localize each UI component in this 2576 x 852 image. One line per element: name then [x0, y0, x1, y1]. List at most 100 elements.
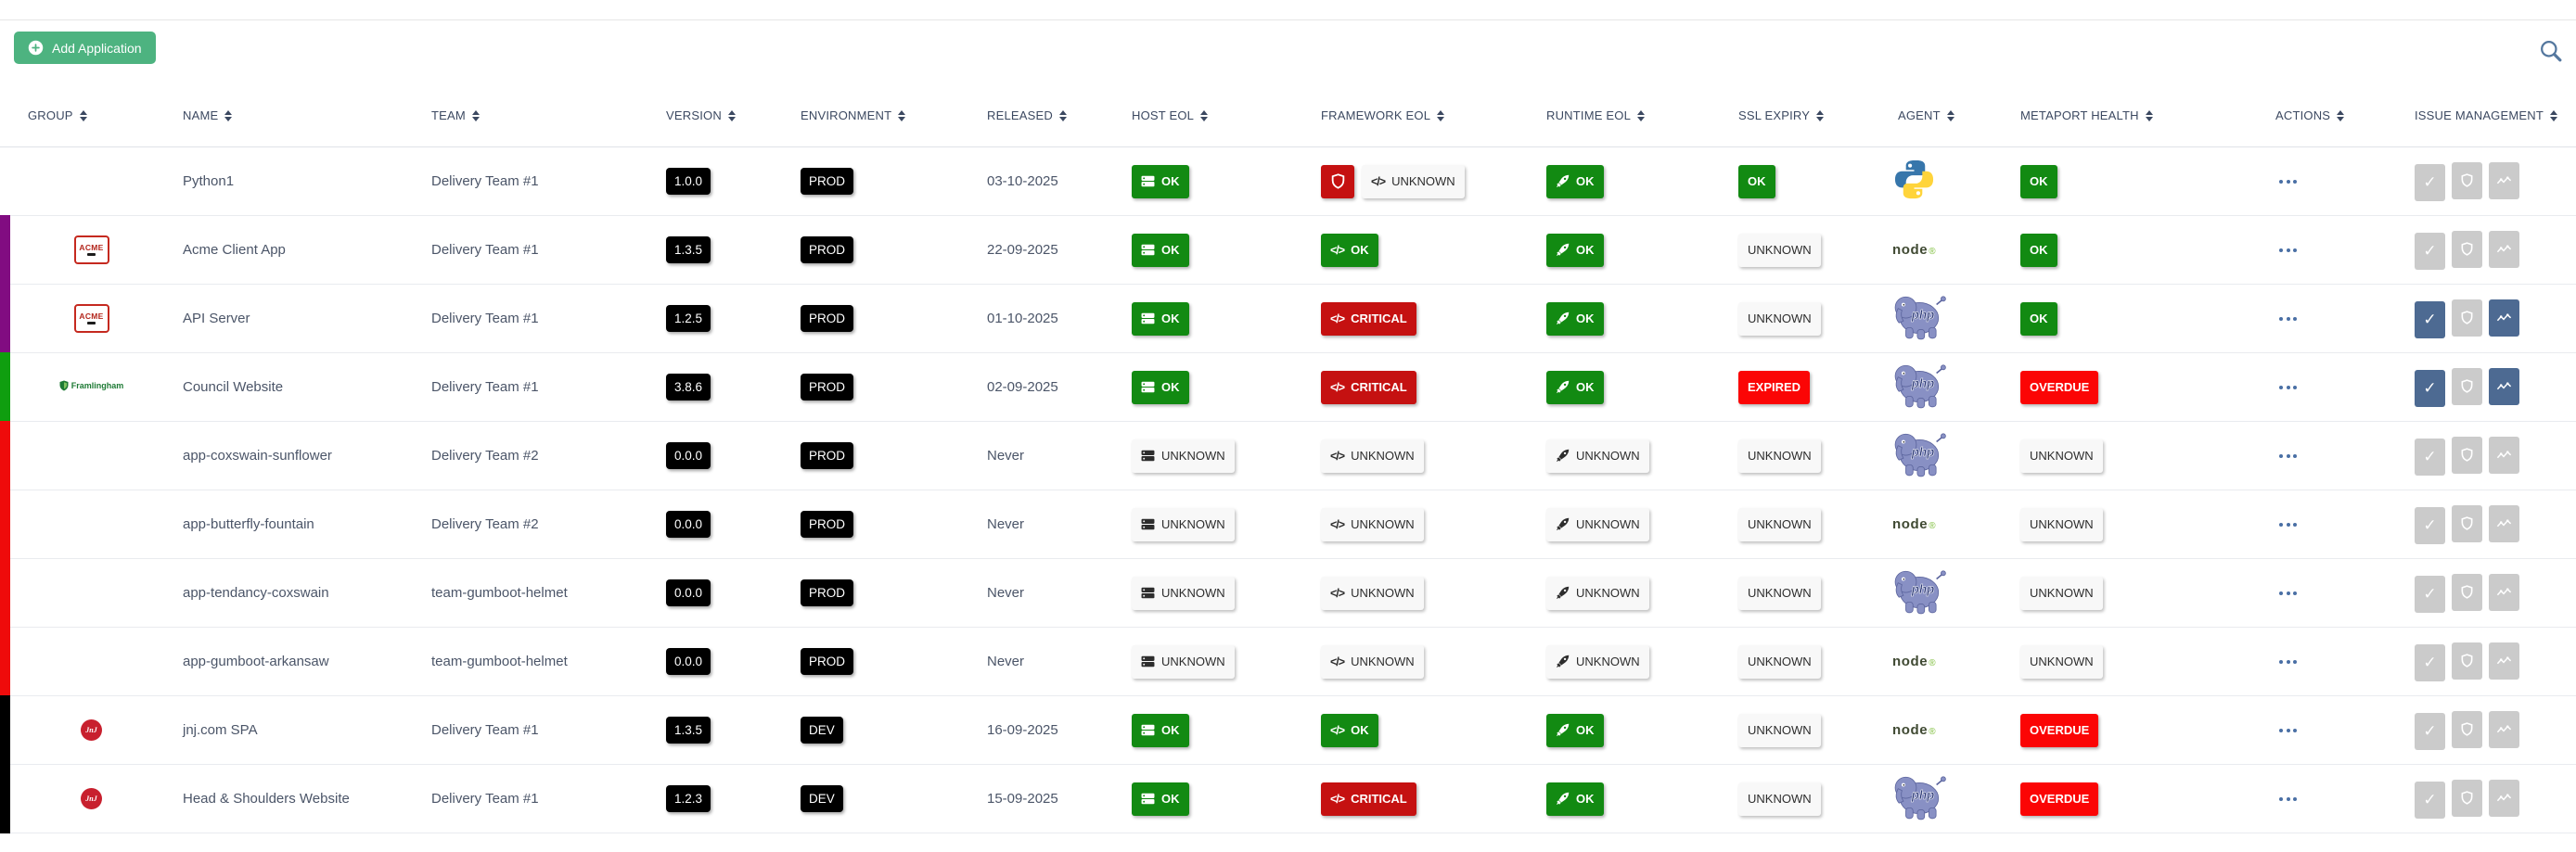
sort-icon: [79, 110, 87, 122]
version-badge: 1.3.5: [666, 717, 711, 744]
column-header-name[interactable]: NAME: [155, 83, 404, 147]
nodejs-logo-text: node: [1892, 242, 1929, 258]
resolve-check-button[interactable]: ✓: [2415, 300, 2445, 338]
svg-text:php: php: [1911, 308, 1935, 322]
check-icon: ✓: [2423, 585, 2437, 603]
row-actions-button[interactable]: [2275, 653, 2300, 671]
group-cell: ACME: [0, 284, 155, 353]
host-eol-label: UNKNOWN: [1161, 586, 1225, 600]
framework-eol-cell: </> CRITICAL: [1293, 284, 1519, 353]
metaport-health-cell: OK: [1993, 215, 2248, 285]
row-actions-button[interactable]: [2275, 515, 2300, 534]
framework-eol-label: CRITICAL: [1351, 792, 1407, 806]
nodejs-agent-icon: node®: [1892, 722, 1936, 738]
host-eol-label: OK: [1161, 380, 1180, 394]
metrics-graph-button[interactable]: [2489, 299, 2519, 337]
app-name: jnj.com SPA: [155, 695, 404, 765]
framework-eol-cell: </> UNKNOWN: [1293, 421, 1519, 490]
actions-cell: [2248, 215, 2387, 285]
acme-logo-text: ACME: [79, 312, 104, 322]
released-date: 15-09-2025: [959, 764, 1104, 833]
metaport-health-cell: OVERDUE: [1993, 695, 2248, 765]
trend-graph-icon: [2496, 722, 2512, 736]
code-brackets-icon: </>: [1330, 517, 1345, 531]
host-eol-cell: UNKNOWN: [1104, 490, 1293, 559]
row-actions-button[interactable]: [2275, 241, 2300, 260]
framework-eol-cell: </> OK: [1293, 215, 1519, 285]
environment-cell: PROD: [773, 421, 959, 490]
nodejs-logo-text: node: [1892, 722, 1929, 738]
search-icon[interactable]: [2536, 36, 2565, 68]
sort-icon: [2550, 110, 2557, 122]
resolve-check-button: ✓: [2415, 163, 2445, 201]
column-header-issue_management[interactable]: ISSUE MANAGEMENT: [2387, 83, 2576, 147]
group-cell: [0, 558, 155, 628]
metrics-graph-button: [2489, 504, 2519, 542]
framework-eol-cell: </> UNKNOWN: [1293, 490, 1519, 559]
column-header-team[interactable]: TEAM: [404, 83, 638, 147]
metaport-health-label: UNKNOWN: [2030, 449, 2094, 463]
framework-eol-label: UNKNOWN: [1351, 655, 1415, 668]
app-name: Acme Client App: [155, 215, 404, 285]
metaport-health-label: UNKNOWN: [2030, 586, 2094, 600]
framework-eol-badge: </> CRITICAL: [1321, 370, 1416, 404]
column-header-version[interactable]: VERSION: [638, 83, 773, 147]
table-header-row: GROUP NAME TEAM VERSION ENVIRONMENT RELEASED H…: [0, 83, 2576, 147]
released-date: 16-09-2025: [959, 695, 1104, 765]
sort-icon: [1816, 110, 1825, 122]
ssl-expiry-badge: EXPIRED: [1738, 370, 1811, 404]
framework-eol-badge: </> OK: [1321, 233, 1378, 267]
check-icon: ✓: [2423, 516, 2437, 534]
row-actions-button[interactable]: [2275, 790, 2300, 808]
agent-cell: php: [1870, 764, 1993, 833]
column-header-metaport_health[interactable]: METAPORT HEALTH: [1993, 83, 2248, 147]
resolve-check-button[interactable]: ✓: [2415, 369, 2445, 407]
released-date: Never: [959, 421, 1104, 490]
column-header-host_eol[interactable]: HOST EOL: [1104, 83, 1293, 147]
add-application-button[interactable]: Add Application: [14, 32, 156, 64]
row-actions-button[interactable]: [2275, 584, 2300, 603]
row-actions-button[interactable]: [2275, 310, 2300, 328]
shield-icon: [2459, 516, 2475, 530]
column-header-agent[interactable]: AGENT: [1870, 83, 1993, 147]
environment-badge: PROD: [801, 236, 854, 263]
column-header-environment[interactable]: ENVIRONMENT: [773, 83, 959, 147]
version-cell: 0.0.0: [638, 627, 773, 696]
environment-badge: PROD: [801, 579, 854, 606]
column-header-actions[interactable]: ACTIONS: [2248, 83, 2387, 147]
column-header-released[interactable]: RELEASED: [959, 83, 1104, 147]
host-eol-badge: OK: [1132, 370, 1189, 404]
metrics-graph-button: [2489, 710, 2519, 748]
row-actions-button[interactable]: [2275, 721, 2300, 740]
jnj-logo-icon: JnJ: [81, 719, 102, 741]
ssl-expiry-label: OK: [1748, 174, 1766, 188]
environment-cell: PROD: [773, 146, 959, 216]
team-name: Delivery Team #2: [404, 421, 638, 490]
issue-management-cell: ✓: [2387, 284, 2576, 353]
column-header-group[interactable]: GROUP: [0, 83, 155, 147]
column-header-framework_eol[interactable]: FRAMEWORK EOL: [1293, 83, 1519, 147]
metrics-graph-button: [2489, 573, 2519, 611]
group-cell: JnJ: [0, 695, 155, 765]
row-actions-button[interactable]: [2275, 172, 2300, 191]
column-header-runtime_eol[interactable]: RUNTIME EOL: [1519, 83, 1711, 147]
column-header-ssl_expiry[interactable]: SSL EXPIRY: [1711, 83, 1870, 147]
actions-cell: [2248, 490, 2387, 559]
framework-eol-badge: </> UNKNOWN: [1321, 439, 1424, 473]
host-eol-cell: OK: [1104, 764, 1293, 833]
ssl-expiry-label: UNKNOWN: [1748, 792, 1812, 806]
metrics-graph-button[interactable]: [2489, 367, 2519, 405]
row-actions-button[interactable]: [2275, 447, 2300, 465]
code-brackets-icon: </>: [1330, 243, 1345, 257]
ssl-expiry-badge: UNKNOWN: [1738, 301, 1821, 336]
framlingham-logo-icon: Framlingham: [59, 380, 123, 391]
runtime-eol-cell: UNKNOWN: [1519, 421, 1711, 490]
shield-icon: [2459, 379, 2475, 393]
version-badge: 1.2.5: [666, 305, 711, 332]
sort-icon: [471, 110, 480, 122]
row-actions-button[interactable]: [2275, 378, 2300, 397]
framework-eol-cell: </> CRITICAL: [1293, 764, 1519, 833]
column-header-label: GROUP: [28, 108, 73, 122]
group-color-stripe: [0, 421, 10, 490]
